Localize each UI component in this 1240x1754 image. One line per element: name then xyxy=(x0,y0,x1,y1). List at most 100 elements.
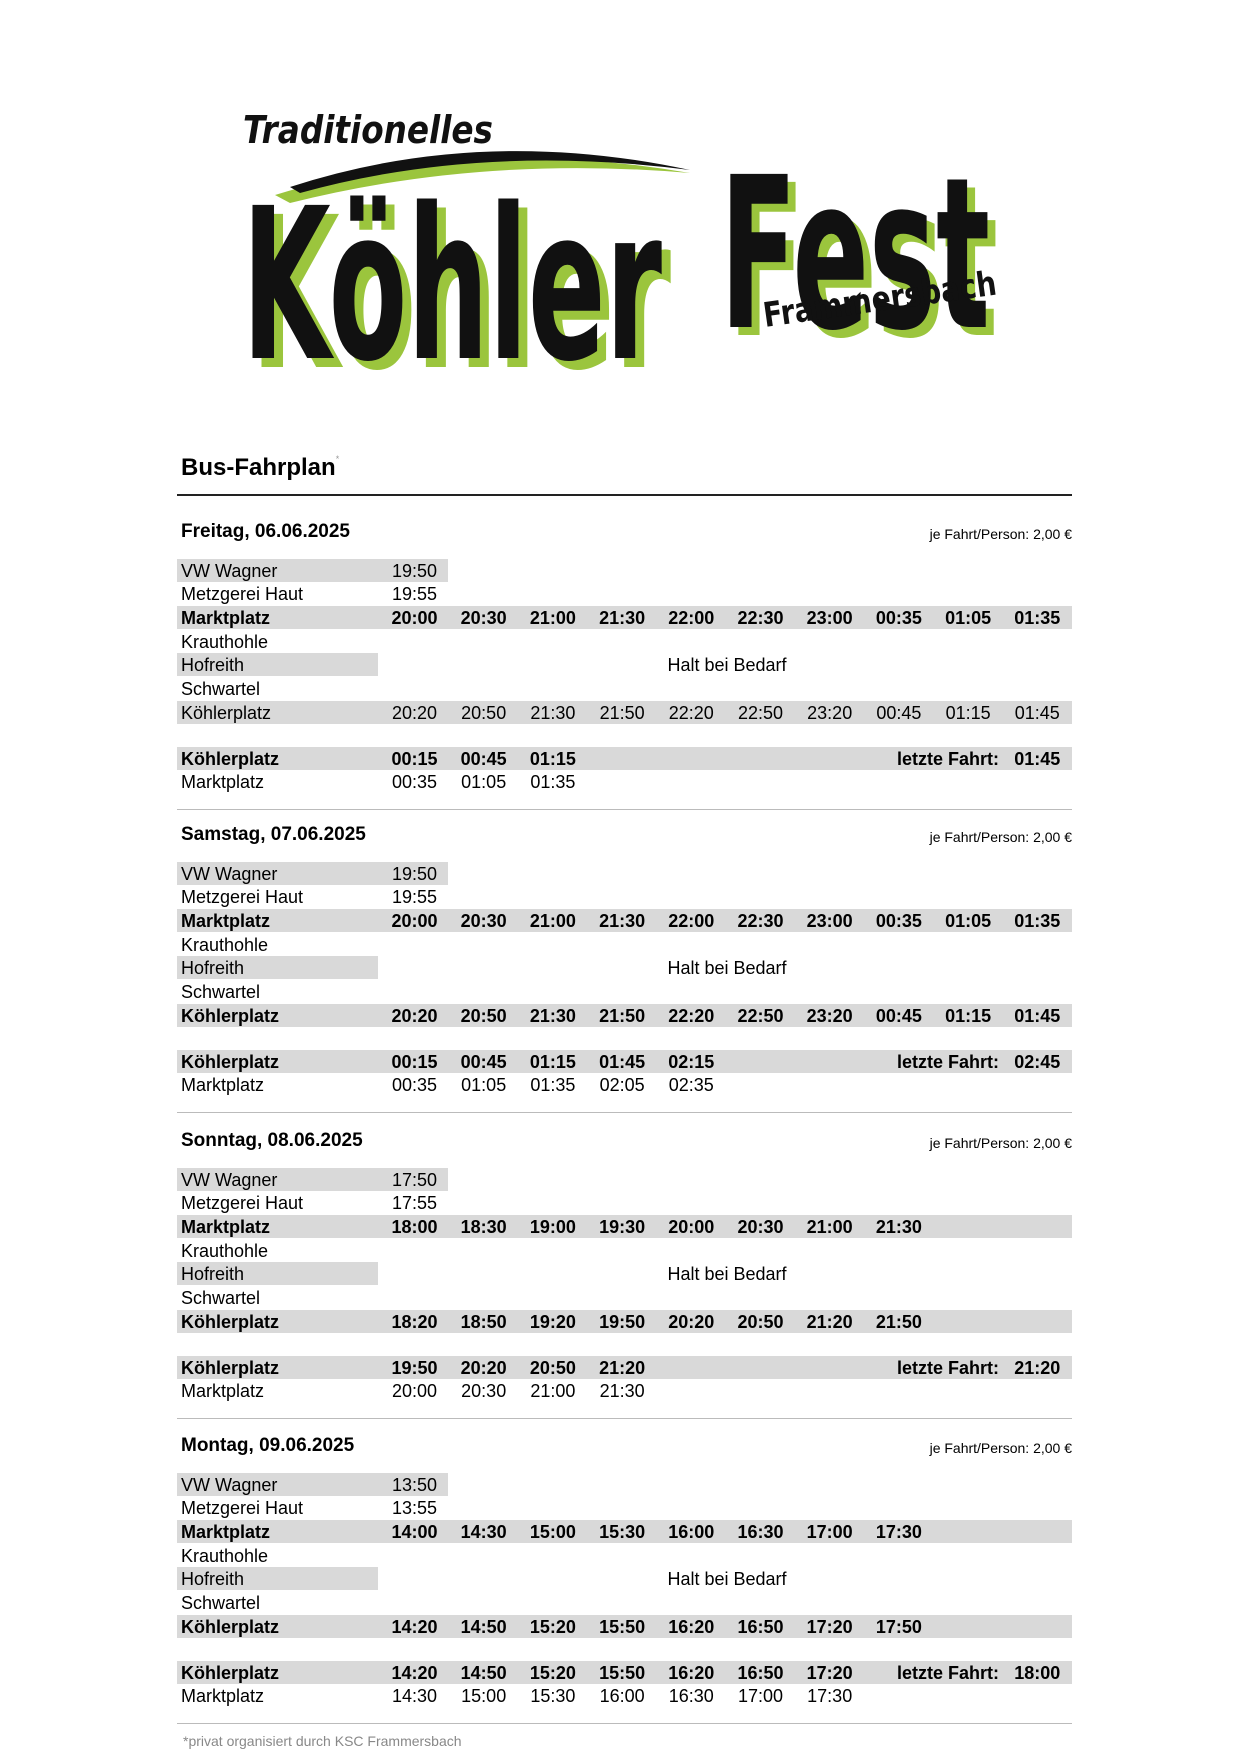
stop-name: VW Wagner xyxy=(181,1474,278,1495)
stop-name: Marktplatz xyxy=(181,772,265,793)
departure-time: 02:15 xyxy=(668,1051,715,1072)
table-row: Hofreith Halt bei Bedarf xyxy=(0,1262,1240,1286)
table-row: Metzgerei Haut 17:55 xyxy=(0,1191,1240,1214)
stop-name: Krauthohle xyxy=(181,1240,269,1261)
logo-swoosh-green xyxy=(275,158,690,203)
on-demand-note: Halt bei Bedarf xyxy=(667,1264,787,1285)
departure-time: 15:30 xyxy=(599,1521,646,1542)
departure-time: 15:20 xyxy=(529,1616,576,1637)
row-shading xyxy=(177,1214,1072,1238)
departure-time: 17:00 xyxy=(806,1521,853,1542)
logo-line1: Traditionelles xyxy=(243,108,493,152)
departure-time: 19:50 xyxy=(391,863,438,884)
stop-name: Marktplatz xyxy=(181,1075,265,1096)
last-ride-time: 18:00 xyxy=(1014,1662,1061,1683)
departure-time: 01:35 xyxy=(530,772,576,793)
on-demand-note: Halt bei Bedarf xyxy=(667,958,787,979)
row-shading xyxy=(177,558,448,582)
table-row: Hofreith Halt bei Bedarf xyxy=(0,653,1240,677)
row-shading xyxy=(177,1003,1072,1027)
departure-time: 00:45 xyxy=(460,1051,507,1072)
departure-time: 13:50 xyxy=(391,1474,438,1495)
row-shading xyxy=(177,746,1072,770)
stop-name: Krauthohle xyxy=(181,934,269,955)
departure-time: 00:15 xyxy=(391,1051,438,1072)
departure-time: 21:50 xyxy=(599,702,645,723)
table-row: Hofreith Halt bei Bedarf xyxy=(0,1567,1240,1591)
departure-time: 17:50 xyxy=(391,1169,438,1190)
departure-time: 19:30 xyxy=(599,1216,646,1237)
departure-time: 16:00 xyxy=(599,1686,645,1707)
departure-time: 00:15 xyxy=(391,748,438,769)
table-row: Köhlerplatz 14:20 14:50 15:20 15:50 16:20 16:5… xyxy=(0,1660,1240,1684)
departure-time: 19:55 xyxy=(391,584,438,605)
departure-time: 22:30 xyxy=(737,910,784,931)
departure-time: 21:00 xyxy=(806,1216,853,1237)
stop-name: Marktplatz xyxy=(181,1216,271,1237)
departure-time: 01:05 xyxy=(461,772,507,793)
departure-time: 22:00 xyxy=(668,607,715,628)
section-divider xyxy=(177,1112,1072,1113)
stop-name: Schwartel xyxy=(181,1593,261,1613)
departure-time: 01:15 xyxy=(945,1005,992,1026)
departure-time: 21:50 xyxy=(599,1005,646,1026)
row-shading xyxy=(177,1472,448,1496)
departure-time: 16:20 xyxy=(668,1662,715,1683)
departure-time: 21:20 xyxy=(599,1357,646,1378)
departure-time: 20:00 xyxy=(391,910,438,931)
stop-name: Marktplatz xyxy=(181,1381,265,1402)
stop-name: Krauthohle xyxy=(181,1545,269,1566)
stop-name: Köhlerplatz xyxy=(181,748,280,769)
departure-time: 21:30 xyxy=(875,1216,922,1237)
day-section: Freitag, 06.06.2025 je Fahrt/Person: 2,00… xyxy=(0,521,1240,833)
logo-word2: Fest xyxy=(720,132,990,377)
departure-time: 23:20 xyxy=(807,702,853,723)
departure-time: 01:15 xyxy=(529,748,576,769)
row-shading xyxy=(177,653,378,677)
departure-time: 20:30 xyxy=(460,910,507,931)
departure-time: 19:00 xyxy=(529,1216,576,1237)
stop-name: Köhlerplatz xyxy=(181,1616,280,1637)
departure-time: 19:50 xyxy=(391,1357,438,1378)
row-shading xyxy=(177,1309,1072,1333)
stop-name: Metzgerei Haut xyxy=(181,584,304,605)
stop-name: Köhlerplatz xyxy=(181,1005,280,1026)
last-ride-time: 01:45 xyxy=(1014,748,1061,769)
departure-time: 00:35 xyxy=(391,1075,438,1096)
departure-time: 20:50 xyxy=(529,1357,576,1378)
row-shading xyxy=(177,956,378,980)
title-rule xyxy=(177,494,1072,496)
departure-time: 01:35 xyxy=(530,1075,576,1096)
section-divider xyxy=(177,809,1072,810)
stop-name: VW Wagner xyxy=(181,863,278,884)
departure-time: 14:00 xyxy=(391,1521,438,1542)
departure-time: 21:00 xyxy=(530,1381,576,1402)
departure-time: 20:00 xyxy=(391,1381,438,1402)
koehlerfest-logo: Traditionelles Köhler Köhler Fest Fest F… xyxy=(242,108,999,385)
row-shading xyxy=(177,1355,1072,1379)
stop-name: Marktplatz xyxy=(181,1521,271,1542)
table-row: Köhlerplatz 00:15 00:45 01:15 letzte Fahrt: 0… xyxy=(0,746,1240,770)
departure-time: 17:20 xyxy=(806,1662,853,1683)
stop-name: Schwartel xyxy=(181,982,261,1002)
logo-word1: Köhler xyxy=(242,163,662,385)
departure-time: 22:20 xyxy=(668,1005,715,1026)
stop-name: Köhlerplatz xyxy=(181,1662,280,1683)
departure-time: 01:35 xyxy=(1014,607,1061,628)
stop-name: Hofreith xyxy=(181,1569,245,1590)
stop-name: Metzgerei Haut xyxy=(181,887,304,908)
departure-time: 16:50 xyxy=(737,1616,784,1637)
stop-name: Krauthohle xyxy=(181,631,269,652)
departure-time: 15:30 xyxy=(530,1686,576,1707)
table-row: Köhlerplatz 14:20 14:50 15:20 15:50 16:20 16:5… xyxy=(0,1614,1240,1638)
stop-name: Metzgerei Haut xyxy=(181,1498,304,1519)
departure-time: 22:00 xyxy=(668,910,715,931)
table-row: Köhlerplatz 20:20 20:50 21:30 21:50 22:20 22:5… xyxy=(0,1003,1240,1027)
day-heading: Sonntag, 08.06.2025 xyxy=(181,1130,363,1151)
table-row: Marktplatz 00:35 01:05 01:35 xyxy=(0,770,1240,793)
table-row: Marktplatz 14:30 15:00 15:30 16:00 16:30 17:00… xyxy=(0,1684,1240,1707)
price-note: je Fahrt/Person: 2,00 € xyxy=(929,1440,1072,1456)
departure-time: 01:05 xyxy=(461,1075,507,1096)
departure-time: 01:15 xyxy=(945,702,991,723)
departure-time: 00:35 xyxy=(875,607,922,628)
